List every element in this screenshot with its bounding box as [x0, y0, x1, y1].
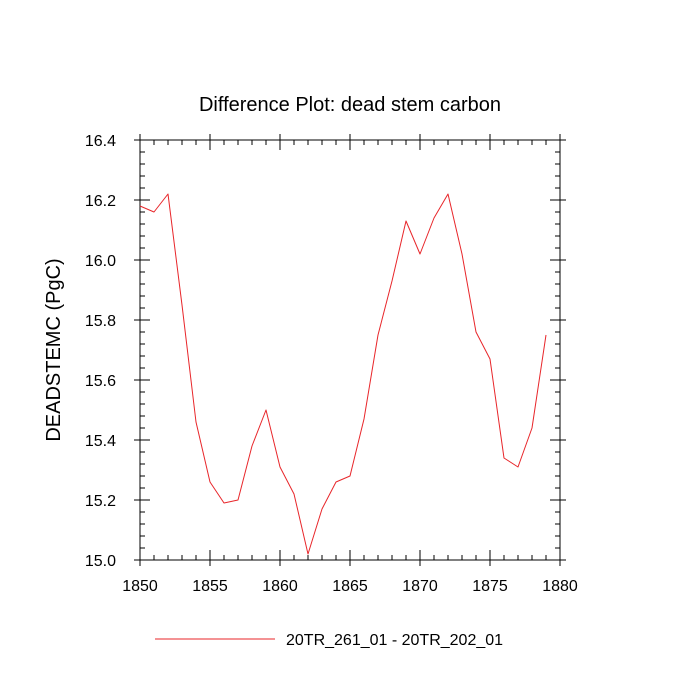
x-tick-label: 1850	[122, 578, 158, 595]
y-axis-label: DEADSTEMC (PgC)	[43, 258, 65, 441]
x-tick-label: 1860	[262, 578, 298, 595]
minor-ticks	[140, 140, 560, 560]
plot-area	[139, 139, 561, 561]
y-tick-label: 15.2	[85, 493, 116, 510]
x-tick-label: 1880	[542, 578, 578, 595]
legend: 20TR_261_01 - 20TR_202_01	[155, 632, 503, 649]
y-tick-label: 15.8	[85, 313, 116, 330]
chart-title: Difference Plot: dead stem carbon	[199, 94, 501, 116]
y-tick-label: 15.0	[85, 553, 116, 570]
major-ticks	[134, 134, 566, 566]
y-tick-labels: 15.0 15.2 15.4 15.6 15.8 16.0 16.2 16.4	[85, 133, 116, 570]
x-tick-label: 1875	[472, 578, 508, 595]
y-tick-label: 16.2	[85, 193, 116, 210]
data-series	[139, 193, 547, 555]
legend-label: 20TR_261_01 - 20TR_202_01	[286, 632, 503, 649]
y-tick-label: 15.4	[85, 433, 116, 450]
y-tick-label: 15.6	[85, 373, 116, 390]
series-line	[139, 193, 547, 555]
x-tick-label: 1865	[332, 578, 368, 595]
y-tick-label: 16.4	[85, 133, 116, 150]
x-tick-label: 1870	[402, 578, 438, 595]
y-tick-label: 16.0	[85, 253, 116, 270]
plot-frame	[139, 139, 561, 561]
x-tick-label: 1855	[192, 578, 228, 595]
x-tick-labels: 1850 1855 1860 1865 1870 1875 1880	[122, 578, 578, 595]
